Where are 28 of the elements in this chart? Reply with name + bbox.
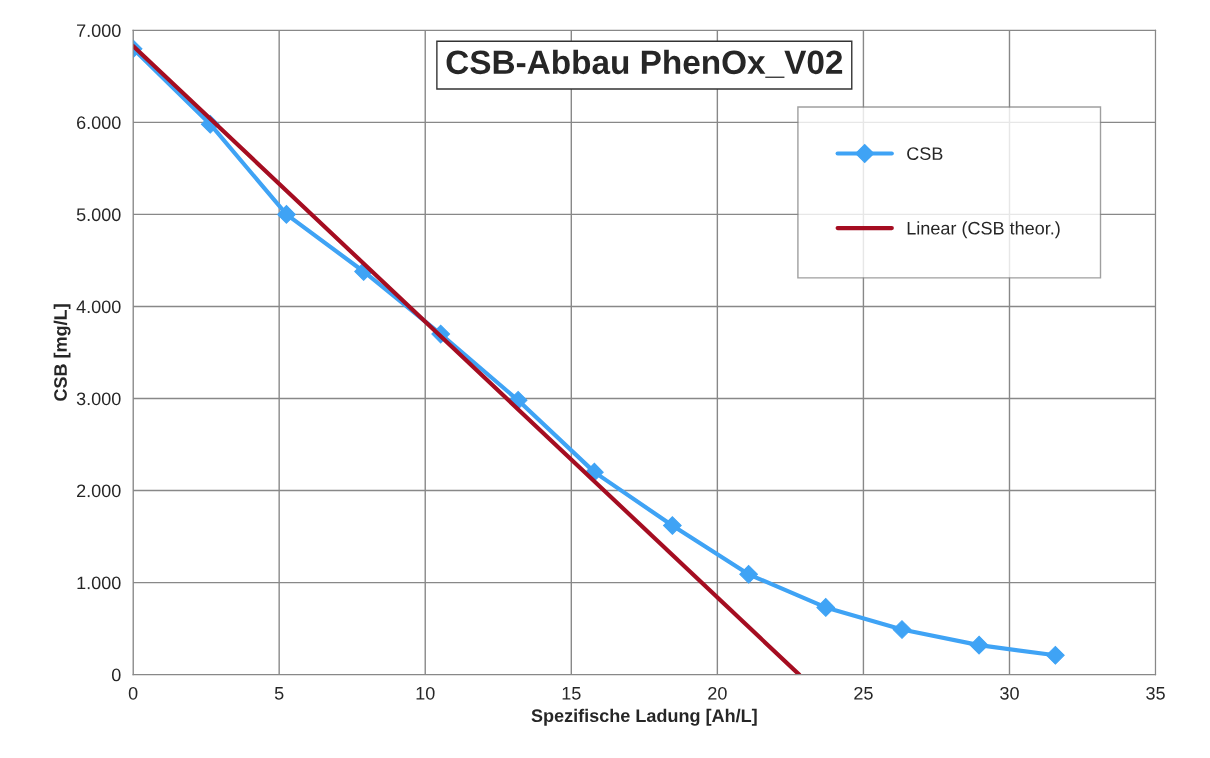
- point: [892, 620, 912, 639]
- y-tick-label: 4.000: [76, 300, 121, 314]
- y-tick-label: 2.000: [77, 484, 121, 498]
- x-tick-label: 35: [1146, 686, 1165, 700]
- point: [663, 516, 682, 535]
- legend-label: Linear (CSB theor.): [907, 221, 1060, 239]
- x-tick-label: 0: [128, 686, 138, 700]
- x-tick-label: 30: [1000, 686, 1019, 700]
- x-tick-label: 25: [854, 686, 873, 700]
- point: [739, 564, 758, 584]
- y-axis-title: CSB [mg/L]: [53, 304, 71, 401]
- text: CSB-Abbau PhenOx_V02: [446, 49, 843, 78]
- point: [1045, 645, 1065, 665]
- x-tick-label: 10: [416, 686, 435, 700]
- legend-label: CSB: [907, 147, 943, 160]
- y-tick-label: 5.000: [76, 208, 121, 222]
- point: [816, 598, 836, 617]
- point: [277, 205, 296, 224]
- y-tick-label: 7.000: [77, 24, 121, 38]
- y-tick-label: 0: [111, 668, 121, 682]
- y-tick-label: 3.000: [76, 392, 121, 406]
- x-axis-title: Spezifische Ladung [Ah/L]: [531, 708, 757, 726]
- point: [969, 635, 989, 655]
- y-tick-label: 1.000: [77, 576, 121, 590]
- x-tick-label: 15: [562, 687, 581, 700]
- x-tick-label: 20: [708, 686, 727, 700]
- x-tick-label: 5: [274, 687, 284, 700]
- y-tick-label: 6.000: [77, 116, 121, 130]
